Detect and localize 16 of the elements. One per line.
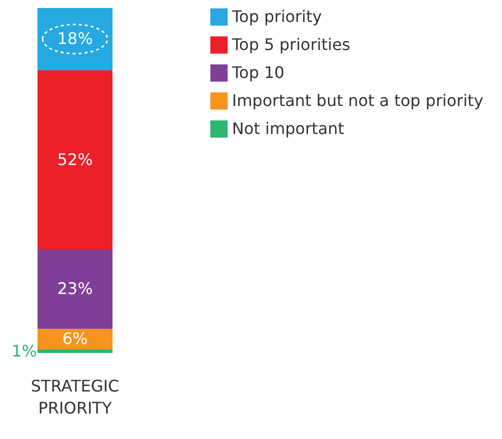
data-label: 52% bbox=[57, 150, 93, 169]
data-label: 1% bbox=[12, 341, 37, 360]
data-label: 18% bbox=[57, 29, 93, 48]
legend-label: Not important bbox=[232, 119, 344, 138]
data-label: 6% bbox=[62, 329, 88, 348]
legend-label: Top 5 priorities bbox=[231, 35, 350, 54]
data-label: 23% bbox=[57, 279, 93, 298]
bar bbox=[38, 70, 112, 250]
bar bbox=[38, 8, 112, 70]
bar bbox=[38, 350, 112, 353]
legend-label: Top 10 bbox=[231, 63, 284, 82]
bar bbox=[38, 250, 112, 329]
x-tick-label: STRATEGIC PRIORITY bbox=[30, 376, 120, 418]
legend-label: Important but not a top priority bbox=[232, 91, 484, 110]
bar bbox=[38, 328, 112, 350]
legend-label: Top priority bbox=[231, 7, 322, 26]
